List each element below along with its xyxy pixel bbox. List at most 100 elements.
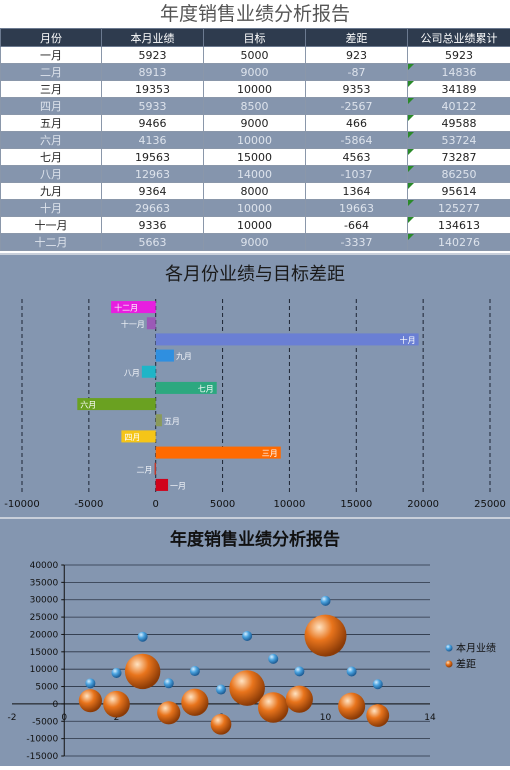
sales-bubble[interactable] xyxy=(242,631,252,641)
cell-monthly-sales[interactable]: 19563 xyxy=(102,149,204,166)
bubble-xtick-label: -2 xyxy=(8,713,17,723)
sales-bubble[interactable] xyxy=(321,596,331,606)
cell-cumulative[interactable]: 125277 xyxy=(408,200,510,217)
cell-cumulative[interactable]: 40122 xyxy=(408,98,510,115)
gap-bubble[interactable] xyxy=(366,704,389,727)
cell-target[interactable]: 10000 xyxy=(204,200,306,217)
sales-bubble[interactable] xyxy=(190,666,200,676)
gap-bar[interactable] xyxy=(147,317,156,329)
gap-bar[interactable] xyxy=(142,366,156,378)
cell-month[interactable]: 八月 xyxy=(1,166,102,183)
cell-gap[interactable]: 19663 xyxy=(306,200,408,217)
gap-bubble[interactable] xyxy=(211,714,232,735)
cell-target[interactable]: 9000 xyxy=(204,64,306,81)
cell-gap[interactable]: 923 xyxy=(306,47,408,64)
gap-bubble[interactable] xyxy=(305,615,347,657)
cell-month[interactable]: 十一月 xyxy=(1,217,102,234)
cell-monthly-sales[interactable]: 29663 xyxy=(102,200,204,217)
cell-cumulative[interactable]: 86250 xyxy=(408,166,510,183)
cell-cumulative[interactable]: 134613 xyxy=(408,217,510,234)
gap-bubble[interactable] xyxy=(338,693,365,720)
cell-monthly-sales[interactable]: 12963 xyxy=(102,166,204,183)
cell-target[interactable]: 10000 xyxy=(204,81,306,98)
cell-cumulative[interactable]: 49588 xyxy=(408,115,510,132)
cell-monthly-sales[interactable]: 4136 xyxy=(102,132,204,149)
cell-cumulative[interactable]: 73287 xyxy=(408,149,510,166)
gap-bubble[interactable] xyxy=(181,689,208,716)
gap-bar-label: 九月 xyxy=(176,352,192,361)
cell-target[interactable]: 9000 xyxy=(204,234,306,251)
cell-gap[interactable]: 9353 xyxy=(306,81,408,98)
cell-target[interactable]: 14000 xyxy=(204,166,306,183)
cell-monthly-sales[interactable]: 8913 xyxy=(102,64,204,81)
gap-bubble[interactable] xyxy=(286,686,313,713)
cell-cumulative[interactable]: 14836 xyxy=(408,64,510,81)
cell-gap[interactable]: 1364 xyxy=(306,183,408,200)
gap-bar[interactable] xyxy=(156,479,168,491)
bar-xtick-label: -10000 xyxy=(4,499,39,510)
cell-target[interactable]: 15000 xyxy=(204,149,306,166)
cell-month[interactable]: 三月 xyxy=(1,81,102,98)
bubble-ytick-label: 0 xyxy=(53,700,59,710)
cell-gap[interactable]: 4563 xyxy=(306,149,408,166)
cell-month[interactable]: 七月 xyxy=(1,149,102,166)
gap-bar[interactable] xyxy=(156,414,162,426)
cell-target[interactable]: 8500 xyxy=(204,98,306,115)
sales-bubble[interactable] xyxy=(216,685,226,695)
cell-gap[interactable]: -3337 xyxy=(306,234,408,251)
sales-bubble[interactable] xyxy=(268,654,278,664)
cell-target[interactable]: 9000 xyxy=(204,115,306,132)
sales-bubble[interactable] xyxy=(138,632,148,642)
cell-month[interactable]: 五月 xyxy=(1,115,102,132)
cell-month[interactable]: 一月 xyxy=(1,47,102,64)
cell-gap[interactable]: -664 xyxy=(306,217,408,234)
sales-bubble[interactable] xyxy=(85,678,95,688)
cell-monthly-sales[interactable]: 9466 xyxy=(102,115,204,132)
sales-bubble[interactable] xyxy=(294,666,304,676)
cell-month[interactable]: 九月 xyxy=(1,183,102,200)
cell-cumulative[interactable]: 5923 xyxy=(408,47,510,64)
cell-monthly-sales[interactable]: 5933 xyxy=(102,98,204,115)
cell-monthly-sales[interactable]: 9364 xyxy=(102,183,204,200)
cell-monthly-sales[interactable]: 9336 xyxy=(102,217,204,234)
gap-bar[interactable] xyxy=(156,333,419,345)
gap-bubble[interactable] xyxy=(79,689,102,712)
cell-cumulative[interactable]: 53724 xyxy=(408,132,510,149)
cell-cumulative[interactable]: 95614 xyxy=(408,183,510,200)
cell-gap[interactable]: -2567 xyxy=(306,98,408,115)
cell-gap[interactable]: -5864 xyxy=(306,132,408,149)
cell-target[interactable]: 5000 xyxy=(204,47,306,64)
gap-bar[interactable] xyxy=(156,350,174,362)
cell-target[interactable]: 10000 xyxy=(204,217,306,234)
cell-gap[interactable]: -1037 xyxy=(306,166,408,183)
cell-cumulative[interactable]: 34189 xyxy=(408,81,510,98)
cell-monthly-sales[interactable]: 5663 xyxy=(102,234,204,251)
cell-month[interactable]: 二月 xyxy=(1,64,102,81)
gap-bubble[interactable] xyxy=(103,691,130,718)
cell-month[interactable]: 十二月 xyxy=(1,234,102,251)
cell-monthly-sales[interactable]: 19353 xyxy=(102,81,204,98)
sales-bubble[interactable] xyxy=(373,679,383,689)
gap-bubble[interactable] xyxy=(258,692,288,722)
cell-target[interactable]: 10000 xyxy=(204,132,306,149)
cell-gap[interactable]: 466 xyxy=(306,115,408,132)
cell-target[interactable]: 8000 xyxy=(204,183,306,200)
gap-bar[interactable] xyxy=(155,463,157,475)
sales-bubble[interactable] xyxy=(347,666,357,676)
gap-bubble[interactable] xyxy=(157,701,180,724)
sales-bubble[interactable] xyxy=(164,678,174,688)
gap-bubble[interactable] xyxy=(125,654,160,689)
gap-bubble[interactable] xyxy=(229,670,265,706)
legend-marker xyxy=(446,661,453,668)
gap-chart-title: 各月份业绩与目标差距 xyxy=(165,264,345,285)
cell-gap[interactable]: -87 xyxy=(306,64,408,81)
cell-month[interactable]: 四月 xyxy=(1,98,102,115)
sales-bubble[interactable] xyxy=(112,668,122,678)
cell-cumulative[interactable]: 140276 xyxy=(408,234,510,251)
cell-month[interactable]: 六月 xyxy=(1,132,102,149)
cell-month[interactable]: 十月 xyxy=(1,200,102,217)
cell-monthly-sales[interactable]: 5923 xyxy=(102,47,204,64)
